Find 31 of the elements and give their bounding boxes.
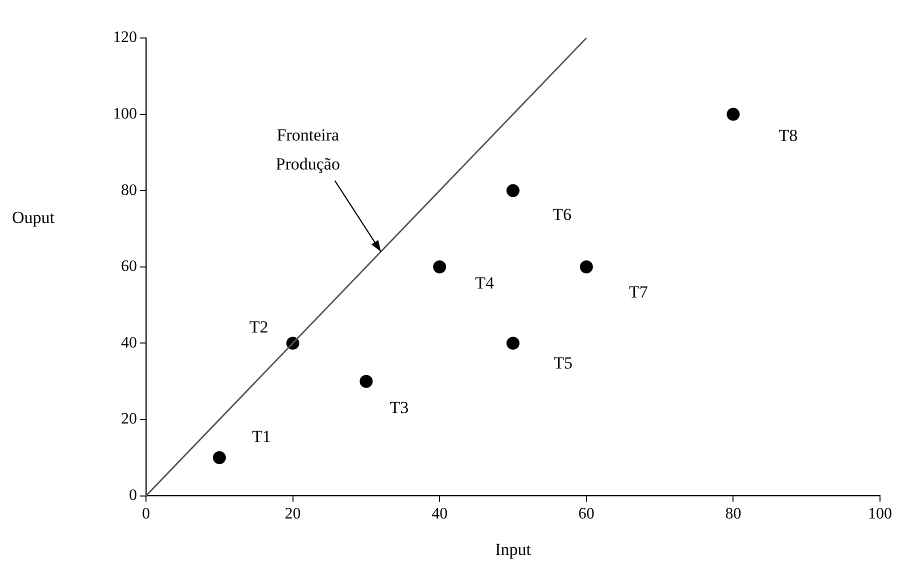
- y-tick-label: 80: [121, 182, 137, 199]
- y-tick-label: 20: [121, 410, 137, 428]
- y-tick-label: 60: [121, 258, 137, 276]
- annotation: T2: [249, 318, 268, 337]
- x-tick-label: 40: [432, 506, 448, 523]
- x-tick-label: 80: [725, 506, 742, 523]
- annotation: T7: [628, 282, 648, 302]
- y-axis-title: Ouput: [12, 208, 55, 227]
- y-tick-label: 40: [121, 334, 137, 352]
- x-tick-label: 100: [868, 506, 892, 523]
- point: [433, 260, 446, 274]
- annotation: T1: [252, 427, 271, 446]
- y-tick-label: 100: [113, 106, 137, 123]
- annotation: T6: [552, 205, 572, 224]
- x-axis-title: Input: [495, 540, 532, 559]
- annotation: T5: [554, 354, 572, 373]
- point: [360, 374, 373, 388]
- x-tick-label: 0: [142, 506, 150, 523]
- x-tick-label: 60: [578, 506, 594, 523]
- y-tick-label: 120: [113, 29, 137, 46]
- annotation: Fronteira Produção: [276, 126, 340, 174]
- y-tick-label: 0: [129, 487, 137, 504]
- point: [506, 184, 520, 198]
- annotation: T8: [778, 126, 798, 145]
- point: [726, 108, 740, 121]
- annotation: T4: [475, 273, 495, 292]
- annotation: T3: [390, 398, 409, 417]
- x-tick-label: 20: [284, 506, 301, 523]
- point: [506, 336, 520, 350]
- point: [580, 260, 593, 274]
- point: [212, 451, 226, 464]
